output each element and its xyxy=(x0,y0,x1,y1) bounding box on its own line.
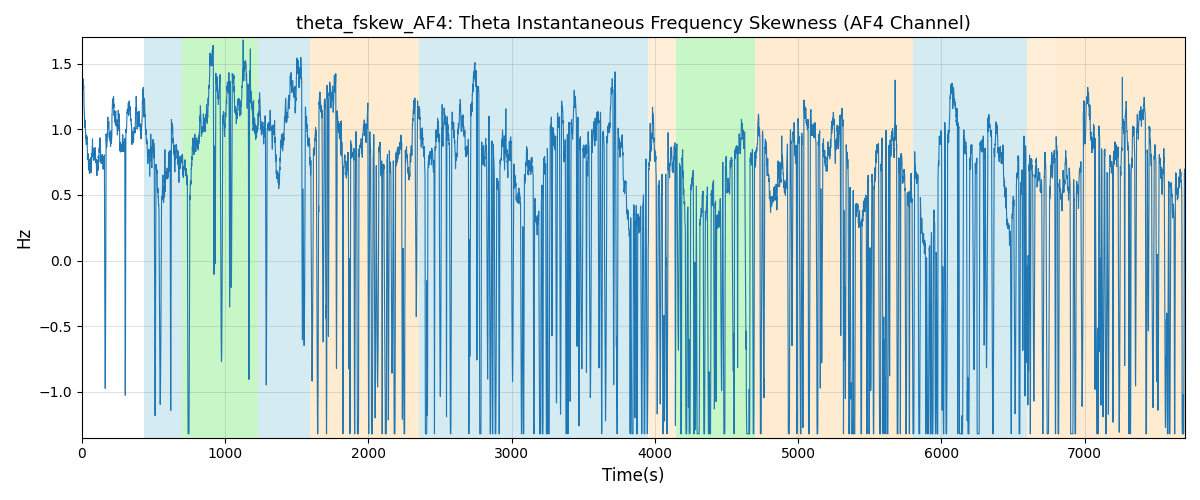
Bar xyxy=(1056,38,1184,438)
Bar xyxy=(182,38,258,438)
Bar xyxy=(258,38,310,438)
Bar xyxy=(648,38,677,438)
Y-axis label: Hz: Hz xyxy=(14,227,32,248)
Bar xyxy=(310,38,419,438)
Title: theta_fskew_AF4: Theta Instantaneous Frequency Skewness (AF4 Channel): theta_fskew_AF4: Theta Instantaneous Fre… xyxy=(296,15,971,34)
Bar xyxy=(677,38,755,438)
Bar xyxy=(913,38,1027,438)
Bar xyxy=(805,38,913,438)
X-axis label: Time(s): Time(s) xyxy=(602,467,665,485)
Bar xyxy=(419,38,648,438)
Bar xyxy=(144,38,182,438)
Bar xyxy=(1027,38,1056,438)
Bar xyxy=(755,38,805,438)
